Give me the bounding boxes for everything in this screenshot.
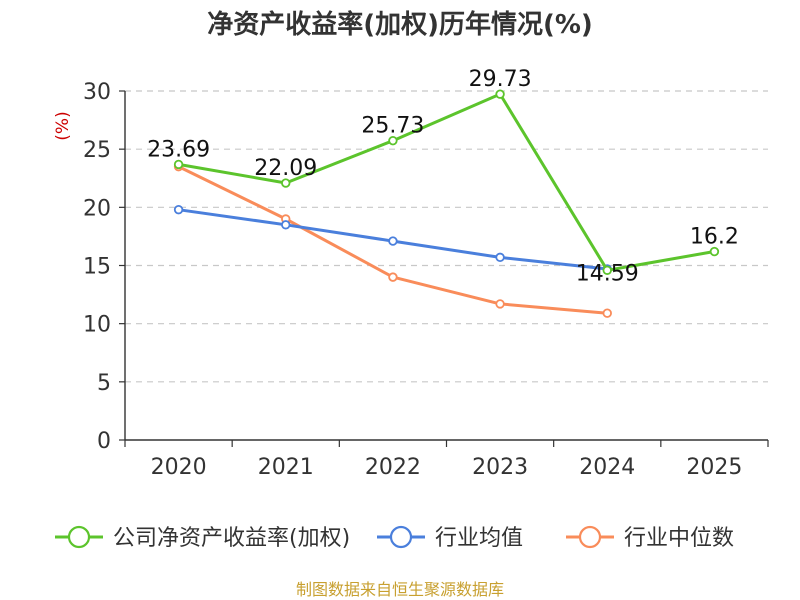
data-point bbox=[709, 246, 720, 257]
data-label: 14.59 bbox=[576, 261, 639, 286]
y-tick-label: 20 bbox=[83, 196, 111, 221]
data-labels: 23.69 22.09 25.73 29.73 14.59 16.2 bbox=[147, 67, 739, 286]
data-label: 25.73 bbox=[361, 114, 424, 139]
x-tick-label: 2023 bbox=[472, 455, 528, 480]
y-tick-label: 15 bbox=[83, 255, 111, 280]
legend: 公司净资产收益率(加权) 行业均值 行业中位数 bbox=[55, 525, 734, 551]
legend-marker bbox=[578, 525, 602, 549]
chart-title: 净资产收益率(加权)历年情况(%) bbox=[207, 9, 593, 40]
y-tick-label: 30 bbox=[83, 80, 111, 105]
legend-label: 行业均值 bbox=[435, 526, 523, 551]
source-note: 制图数据来自恒生聚源数据库 bbox=[296, 580, 504, 599]
legend-marker bbox=[67, 525, 91, 549]
data-label: 29.73 bbox=[469, 67, 532, 92]
data-point bbox=[281, 178, 291, 188]
series-lines bbox=[173, 89, 720, 318]
y-tick-label: 10 bbox=[83, 313, 111, 338]
legend-label: 公司净资产收益率(加权) bbox=[113, 526, 350, 551]
data-label: 22.09 bbox=[254, 156, 317, 181]
data-point bbox=[388, 135, 398, 146]
grid-lines bbox=[125, 90, 768, 383]
data-label: 16.2 bbox=[690, 225, 739, 250]
data-point bbox=[388, 272, 398, 282]
data-point bbox=[602, 265, 612, 275]
legend-marker bbox=[389, 525, 413, 549]
data-point bbox=[602, 308, 612, 318]
x-tick-label: 2024 bbox=[579, 455, 635, 480]
data-point bbox=[495, 299, 505, 309]
data-label: 23.69 bbox=[147, 137, 210, 162]
data-point bbox=[495, 89, 505, 99]
y-axis-unit-label: (%) bbox=[53, 111, 73, 140]
data-point bbox=[388, 236, 398, 246]
y-tick-label: 5 bbox=[97, 371, 111, 396]
data-point bbox=[173, 159, 184, 170]
y-tick-label: 25 bbox=[83, 138, 111, 163]
x-tick-label: 2020 bbox=[151, 455, 207, 480]
series-line bbox=[178, 92, 715, 272]
x-tick-label: 2021 bbox=[258, 455, 314, 480]
x-tick-label: 2022 bbox=[365, 455, 421, 480]
data-point bbox=[173, 204, 184, 215]
x-tick-label: 2025 bbox=[686, 455, 742, 480]
data-point bbox=[281, 220, 291, 230]
y-tick-label: 0 bbox=[97, 429, 111, 454]
data-point bbox=[495, 252, 505, 263]
legend-label: 行业中位数 bbox=[624, 526, 734, 551]
